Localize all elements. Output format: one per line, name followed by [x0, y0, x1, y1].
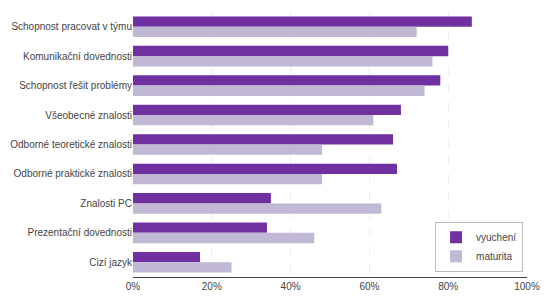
svg-text:Odborné praktické znalosti: Odborné praktické znalosti: [14, 168, 132, 179]
svg-text:Všeobecné znalosti: Všeobecné znalosti: [45, 110, 132, 121]
svg-text:Schopnost řešit problémy: Schopnost řešit problémy: [19, 80, 132, 91]
svg-text:Prezentační dovednosti: Prezentační dovednosti: [27, 227, 132, 238]
svg-text:maturita: maturita: [476, 251, 513, 262]
svg-text:60%: 60%: [359, 281, 379, 292]
svg-text:80%: 80%: [438, 281, 458, 292]
svg-text:Odborné teoretické znalosti: Odborné teoretické znalosti: [10, 139, 132, 150]
svg-text:Schopnost pracovat v týmu: Schopnost pracovat v týmu: [11, 21, 132, 32]
svg-text:0%: 0%: [126, 281, 141, 292]
svg-text:20%: 20%: [202, 281, 222, 292]
svg-text:Cizí jazyk: Cizí jazyk: [89, 257, 133, 268]
svg-text:Komunikační dovednosti: Komunikační dovednosti: [23, 51, 132, 62]
svg-text:100%: 100%: [514, 281, 540, 292]
svg-text:40%: 40%: [281, 281, 301, 292]
svg-text:vyuchení: vyuchení: [476, 232, 516, 243]
svg-text:Znalosti PC: Znalosti PC: [80, 198, 132, 209]
